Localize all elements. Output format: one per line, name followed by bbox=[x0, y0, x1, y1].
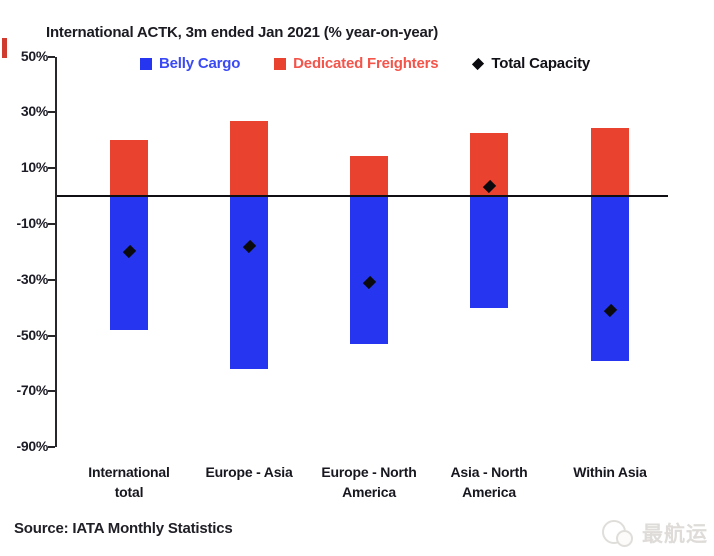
y-tick-label: 30% bbox=[20, 103, 48, 120]
bar-belly-cargo-1 bbox=[230, 196, 268, 369]
y-tick-mark bbox=[48, 167, 55, 170]
bar-dedicated-freighters-1 bbox=[230, 120, 268, 196]
y-tick-mark bbox=[48, 334, 55, 337]
y-tick-label: 10% bbox=[20, 159, 48, 176]
legend-square-icon bbox=[274, 57, 287, 70]
category-label-3: Asia - North America bbox=[450, 464, 528, 500]
y-tick-label: -10% bbox=[16, 214, 49, 231]
left-edge-red-mark bbox=[2, 38, 7, 58]
y-tick-label: 50% bbox=[20, 47, 48, 64]
y-tick-label: -50% bbox=[16, 326, 49, 343]
category-label-1: Europe - Asia bbox=[205, 464, 293, 480]
legend-square-icon bbox=[140, 57, 152, 70]
legend-item-0: Belly Cargo bbox=[140, 55, 240, 72]
legend-label: Dedicated Freighters bbox=[293, 55, 439, 72]
y-tick-mark bbox=[48, 446, 55, 449]
legend-item-2: Total Capacity bbox=[472, 55, 590, 72]
category-label-0: International total bbox=[88, 464, 170, 500]
y-tick-mark bbox=[48, 390, 55, 393]
y-axis-line bbox=[55, 56, 57, 448]
chart-title: International ACTK, 3m ended Jan 2021 (%… bbox=[46, 24, 439, 41]
y-tick-mark bbox=[48, 278, 55, 281]
y-tick-mark bbox=[48, 111, 55, 114]
bar-belly-cargo-2 bbox=[350, 196, 388, 344]
bar-belly-cargo-4 bbox=[591, 196, 629, 361]
y-tick-label: -70% bbox=[16, 382, 49, 399]
y-tick-label: -90% bbox=[16, 438, 49, 455]
y-tick-mark bbox=[48, 55, 55, 58]
legend-item-1: Dedicated Freighters bbox=[274, 55, 439, 72]
bar-belly-cargo-0 bbox=[110, 196, 148, 330]
legend-label: Belly Cargo bbox=[159, 55, 241, 72]
source-note: Source: IATA Monthly Statistics bbox=[14, 520, 233, 537]
category-label-2: Europe - North America bbox=[321, 464, 417, 500]
y-tick-mark bbox=[48, 222, 55, 225]
watermark-text: 最航运 bbox=[642, 523, 708, 546]
bar-dedicated-freighters-2 bbox=[350, 155, 388, 196]
y-tick-label: -30% bbox=[16, 270, 49, 287]
category-label-4: Within Asia bbox=[573, 464, 647, 480]
chart-legend: Belly Cargo Dedicated Freighters Total Cap… bbox=[140, 55, 590, 72]
bar-dedicated-freighters-0 bbox=[110, 140, 148, 196]
watermark-logo-icon bbox=[602, 518, 636, 548]
bar-belly-cargo-3 bbox=[470, 196, 508, 308]
bar-dedicated-freighters-4 bbox=[591, 127, 629, 196]
zero-axis-line bbox=[57, 195, 668, 197]
legend-label: Total Capacity bbox=[491, 55, 591, 72]
watermark: 最航运 bbox=[602, 518, 708, 548]
